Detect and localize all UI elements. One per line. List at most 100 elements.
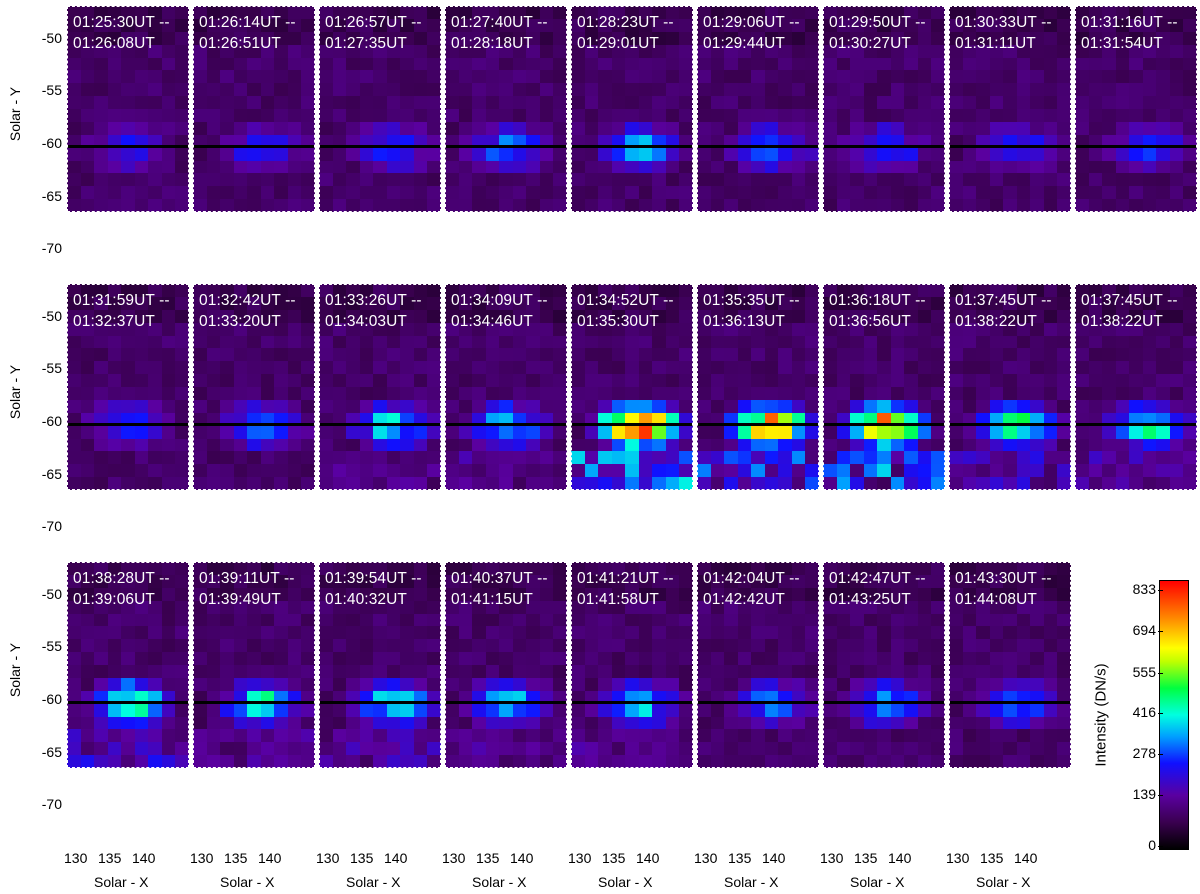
raster-cell xyxy=(1043,425,1059,440)
raster-cell xyxy=(989,134,1004,149)
raster-cell xyxy=(67,57,82,71)
raster-cell xyxy=(611,134,626,149)
raster-cell xyxy=(976,134,991,149)
raster-cell xyxy=(121,186,136,200)
raster-cell xyxy=(584,464,599,478)
raster-cell xyxy=(598,677,613,692)
raster-cell xyxy=(823,477,838,490)
raster-cell xyxy=(526,348,541,362)
raster-cell xyxy=(737,399,752,414)
raster-cell xyxy=(1016,57,1031,71)
raster-cell xyxy=(233,361,248,375)
raster-cell xyxy=(976,652,991,666)
panel-start-time: 01:38:28UT -- xyxy=(73,570,170,587)
raster-cell xyxy=(1003,109,1018,123)
raster-cell xyxy=(1030,109,1045,123)
x-tick-label: 135 xyxy=(602,850,626,866)
raster-cell xyxy=(863,652,878,666)
raster-cell xyxy=(1169,57,1185,71)
raster-cell xyxy=(737,173,752,187)
raster-cell xyxy=(611,147,626,162)
raster-cell xyxy=(1057,361,1071,375)
raster-cell xyxy=(724,199,739,212)
raster-cell xyxy=(107,96,122,110)
raster-cell xyxy=(764,335,779,349)
raster-cell xyxy=(539,652,555,666)
raster-panel: 01:32:42UT -- 01:33:20UT xyxy=(193,284,315,490)
raster-cell xyxy=(400,374,415,388)
raster-cell xyxy=(679,186,693,200)
raster-cell xyxy=(175,335,189,349)
raster-cell xyxy=(1043,31,1059,46)
raster-cell xyxy=(359,613,374,627)
raster-cell xyxy=(751,387,766,401)
raster-cell xyxy=(1183,374,1197,388)
panel-start-time: 01:33:26UT -- xyxy=(325,292,422,309)
raster-cell xyxy=(1057,348,1071,362)
colorbar-tick-mark xyxy=(1158,590,1163,591)
raster-cell xyxy=(512,425,527,440)
raster-cell xyxy=(193,83,208,97)
raster-cell xyxy=(499,160,514,174)
raster-cell xyxy=(161,284,177,298)
raster-cell xyxy=(823,399,838,414)
raster-cell xyxy=(584,160,599,174)
raster-cell xyxy=(301,729,315,743)
raster-cell xyxy=(1075,335,1090,349)
raster-cell xyxy=(751,57,766,71)
raster-cell xyxy=(161,31,177,46)
raster-cell xyxy=(220,438,235,452)
raster-cell xyxy=(697,134,712,149)
raster-cell xyxy=(445,425,460,440)
raster-cell xyxy=(175,361,189,375)
raster-cell xyxy=(805,6,819,20)
raster-cell xyxy=(427,562,441,576)
raster-cell xyxy=(1156,425,1171,440)
raster-cell xyxy=(791,464,807,478)
raster-cell xyxy=(764,755,779,768)
raster-cell xyxy=(427,6,441,20)
raster-cell xyxy=(890,451,905,465)
raster-cell xyxy=(1057,587,1071,602)
raster-cell xyxy=(805,160,819,174)
raster-cell xyxy=(931,186,945,200)
raster-cell xyxy=(359,173,374,187)
raster-cell xyxy=(931,6,945,20)
raster-cell xyxy=(332,96,347,110)
raster-cell xyxy=(764,18,779,33)
raster-cell xyxy=(697,626,712,640)
raster-cell xyxy=(611,755,626,768)
raster-cell xyxy=(301,109,315,123)
raster-cell xyxy=(175,374,189,388)
raster-cell xyxy=(400,109,415,123)
raster-cell xyxy=(67,173,82,187)
raster-cell xyxy=(107,147,122,162)
raster-cell xyxy=(346,477,361,490)
raster-cell xyxy=(697,361,712,375)
raster-cell xyxy=(836,716,851,730)
raster-cell xyxy=(526,742,541,756)
raster-cell xyxy=(598,348,613,362)
raster-cell xyxy=(233,109,248,123)
raster-cell xyxy=(233,31,248,46)
raster-cell xyxy=(1043,464,1059,478)
raster-cell xyxy=(1016,425,1031,440)
raster-cell xyxy=(764,387,779,401)
raster-cell xyxy=(697,639,712,653)
raster-cell xyxy=(571,186,586,200)
raster-cell xyxy=(1115,477,1130,490)
raster-cell xyxy=(904,399,919,414)
raster-cell xyxy=(499,57,514,71)
raster-cell xyxy=(413,348,429,362)
raster-cell xyxy=(836,703,851,718)
raster-cell xyxy=(80,626,95,640)
raster-cell xyxy=(67,677,82,692)
x-tick-label: 130 xyxy=(64,850,88,866)
raster-cell xyxy=(472,425,487,440)
raster-cell xyxy=(413,387,429,401)
raster-cell xyxy=(737,18,752,33)
raster-cell xyxy=(625,134,640,149)
panel-time-range: 01:36:18UT -- 01:36:56UT xyxy=(829,290,926,332)
raster-cell xyxy=(571,613,586,627)
raster-cell xyxy=(233,412,248,427)
